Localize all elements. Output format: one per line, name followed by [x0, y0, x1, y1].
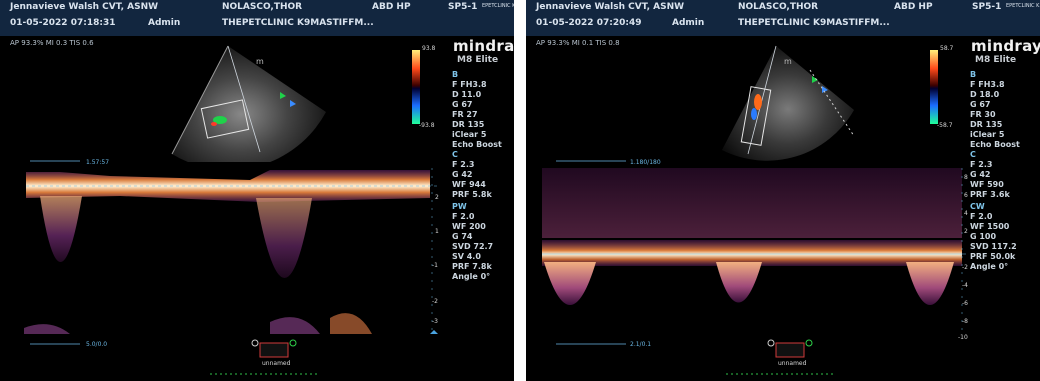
left-doppler-spectrum [24, 160, 440, 345]
left-exam-type: ABD HP [372, 2, 411, 12]
left-operator: Jennavieve Walsh CVT, ASNW [10, 2, 159, 12]
svg-text:m: m [256, 57, 264, 66]
right-velocity-tick: 8 [964, 174, 968, 181]
left-velocity-tick: -1 [432, 262, 438, 269]
right-thumbnail-label: unnamed [778, 360, 807, 367]
right-bmode-sector-image: m [722, 45, 855, 161]
left-scale-bottom-label: -93.8 [419, 122, 435, 129]
left-probe: SP5-1 [448, 2, 478, 12]
right-model-name: M8 Elite [975, 55, 1017, 65]
right-velocity-tick: -6 [962, 300, 968, 307]
left-probe-sub: EPETCLINIC K [482, 3, 514, 9]
right-velocity-tick: -4 [962, 282, 968, 289]
left-pw-params: PW F 2.0 WF 200 G 74 SVD 72.7 SV 4.0 PRF… [452, 202, 494, 281]
left-velocity-tick: 2 [435, 194, 439, 201]
right-thumbnail[interactable] [766, 337, 816, 365]
left-scale-top-label: 93.8 [422, 45, 436, 52]
right-acoustic-output: AP 93.3% MI 0.1 TIS 0.8 [536, 39, 620, 47]
left-timeline [210, 373, 320, 375]
left-datetime: 01-05-2022 07:18:31 [10, 18, 116, 28]
left-user: Admin [148, 18, 181, 28]
right-scale-top-label: 58.7 [940, 45, 954, 52]
left-velocity-tick: 1 [435, 228, 439, 235]
right-velocity-tick: 2 [964, 228, 968, 235]
right-color-params: C F 2.3 G 42 WF 590 PRF 3.6k [970, 150, 1010, 199]
left-ultrasound-panel: Jennavieve Walsh CVT, ASNW NOLASCO,THOR … [0, 0, 514, 381]
right-velocity-tick: -2 [962, 264, 968, 271]
right-velocity-tick: 6 [964, 192, 968, 199]
left-color-params: C F 2.3 G 42 WF 944 PRF 5.8k [452, 150, 492, 199]
right-patient-name: NOLASCO,THOR [738, 2, 819, 12]
right-color-velocity-scale [930, 50, 938, 124]
left-thumbnail-label: unnamed [262, 360, 291, 367]
left-acoustic-output: AP 93.3% MI 0.3 TIS 0.6 [10, 39, 94, 47]
left-velocity-tick: -2 [432, 298, 438, 305]
right-clinic: THEPETCLINIC K9MASTIFFM... [738, 18, 890, 28]
svg-text:m: m [784, 57, 792, 66]
right-doppler-spectrum [542, 160, 966, 345]
right-b-mode-params: B F FH3.8 D 18.0 G 67 FR 30 DR 135 iClea… [970, 70, 1020, 149]
left-sweep-label: 5.0/0.0 [86, 341, 108, 348]
right-ultrasound-panel: Jennavieve Walsh CVT, ASNW NOLASCO,THOR … [526, 0, 1040, 381]
left-brand-logo: mindray [453, 37, 514, 55]
left-clinic: THEPETCLINIC K9MASTIFFM... [222, 18, 374, 28]
left-time-label: 1.57:57 [86, 159, 110, 166]
right-velocity-tick: -8 [962, 318, 968, 325]
right-probe: SP5-1 [972, 2, 1002, 12]
left-velocity-tick: -3 [432, 318, 438, 325]
left-thumbnail[interactable] [250, 337, 300, 365]
left-bmode-sector-image: m [171, 45, 326, 162]
right-cw-params: CW F 2.0 WF 1500 G 100 SVD 117.2 PRF 50.… [970, 202, 1017, 271]
left-b-mode-params: B F FH3.8 D 11.0 G 67 FR 27 DR 135 iClea… [452, 70, 502, 149]
right-scale-bottom-label: -58.7 [937, 122, 953, 129]
right-header-bar [526, 0, 1040, 36]
right-sweep-label: 2.1/0.1 [630, 341, 652, 348]
left-header-bar [0, 0, 514, 36]
right-velocity-tick: -10 [958, 334, 968, 341]
right-velocity-tick: 4 [964, 210, 968, 217]
left-color-velocity-scale [412, 50, 420, 124]
left-model-name: M8 Elite [457, 55, 499, 65]
right-probe-sub: EPETCLINIC K [1006, 3, 1040, 9]
left-patient-name: NOLASCO,THOR [222, 2, 303, 12]
right-timeline [726, 373, 836, 375]
right-user: Admin [672, 18, 705, 28]
right-datetime: 01-05-2022 07:20:49 [536, 18, 642, 28]
right-operator: Jennavieve Walsh CVT, ASNW [536, 2, 685, 12]
right-exam-type: ABD HP [894, 2, 933, 12]
right-brand-logo: mindray [971, 37, 1040, 55]
right-time-label: 1.180/180 [630, 159, 661, 166]
